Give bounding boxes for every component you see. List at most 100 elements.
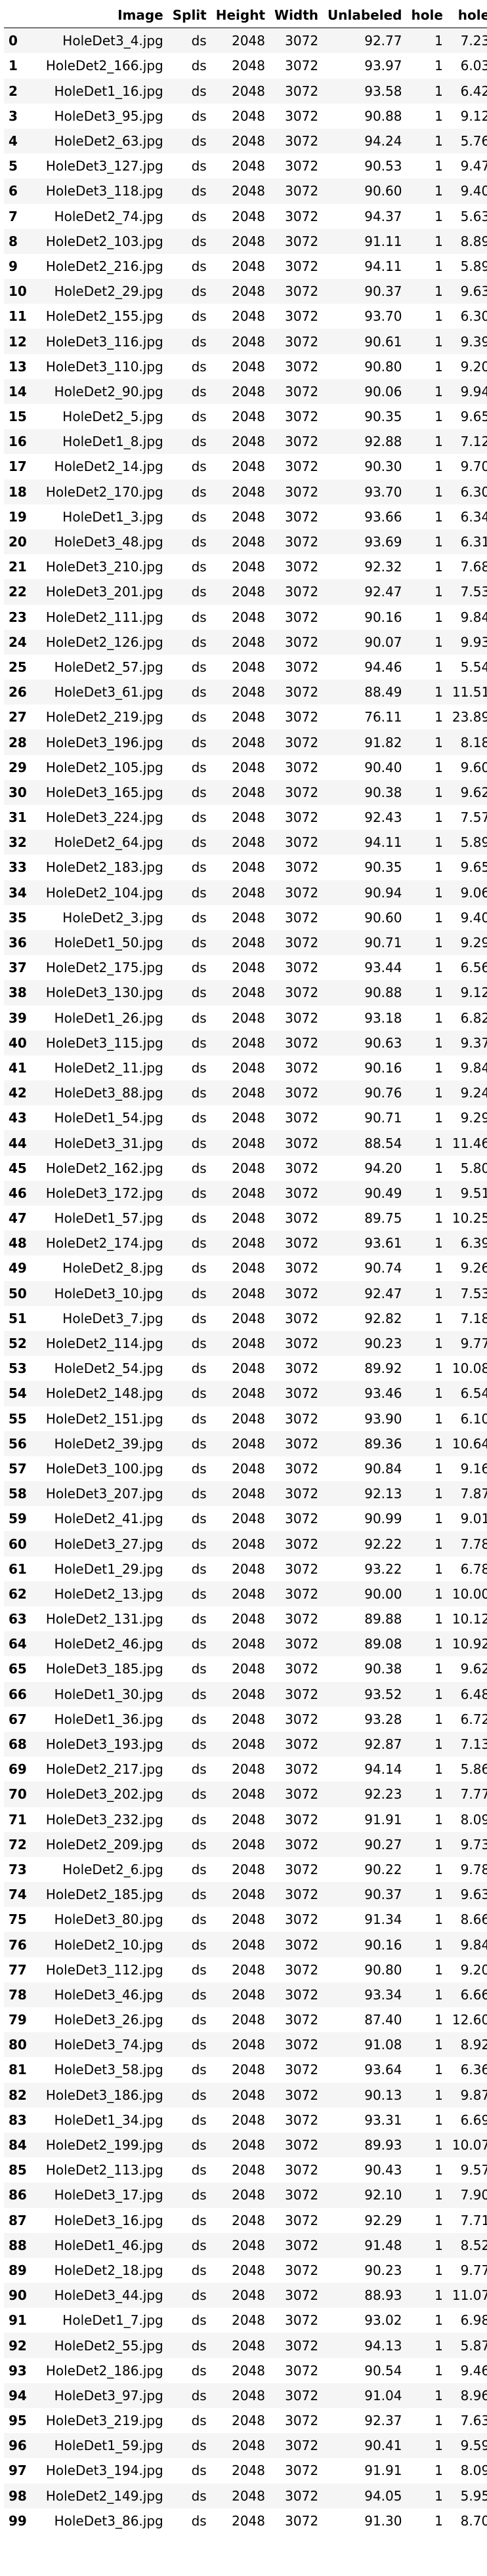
cell-image: HoleDet3_95.jpg <box>54 108 163 124</box>
cell-image: HoleDet2_14.jpg <box>54 459 163 475</box>
cell-image: HoleDet2_64.jpg <box>54 834 163 851</box>
cell-image: HoleDet1_36.jpg <box>54 1711 163 1727</box>
cell-unlabeled: 94.13 <box>364 2337 402 2354</box>
cell-unlabeled: 91.91 <box>364 1811 402 1828</box>
cell-hole-percent: 6.31 <box>460 534 487 550</box>
cell-width: 3072 <box>285 1912 319 1928</box>
cell-width: 3072 <box>285 909 319 926</box>
cell-unlabeled: 89.92 <box>364 1360 402 1377</box>
cell-height: 2048 <box>232 2087 266 2103</box>
table-row: 56 HoleDet2_39.jpg ds 2048 3072 89.36 1 10.64 <box>4 1431 487 1456</box>
cell-hole-percent: 9.47 <box>460 158 487 174</box>
cell-hole-percent: 7.57 <box>460 809 487 826</box>
table-row: 46 HoleDet3_172.jpg ds 2048 3072 90.49 1 9.51 <box>4 1180 487 1206</box>
row-index: 87 <box>9 2212 27 2228</box>
table-row: 18 HoleDet2_170.jpg ds 2048 3072 93.70 1 6.30 <box>4 479 487 504</box>
cell-unlabeled: 91.91 <box>364 2463 402 2479</box>
cell-width: 3072 <box>285 2463 319 2479</box>
cell-hole-percent: 6.98 <box>460 2312 487 2329</box>
cell-width: 3072 <box>285 834 319 851</box>
cell-hole-percent: 10.08 <box>452 1360 487 1377</box>
cell-width: 3072 <box>285 258 319 274</box>
table-row: 97 HoleDet3_194.jpg ds 2048 3072 91.91 1 8.09 <box>4 2458 487 2483</box>
cell-unlabeled: 90.22 <box>364 1861 402 1877</box>
table-row: 2 HoleDet1_16.jpg ds 2048 3072 93.58 1 6.42 <box>4 78 487 104</box>
cell-hole-count: 1 <box>434 659 443 675</box>
cell-split: ds <box>191 1085 207 1101</box>
cell-image: HoleDet3_31.jpg <box>54 1135 163 1151</box>
cell-hole-percent: 6.30 <box>460 483 487 500</box>
row-index: 74 <box>9 1887 27 1903</box>
cell-unlabeled: 92.23 <box>364 1786 402 1803</box>
table-row: 52 HoleDet2_114.jpg ds 2048 3072 90.23 1 9.77 <box>4 1330 487 1357</box>
cell-width: 3072 <box>285 58 319 74</box>
cell-height: 2048 <box>232 2212 266 2228</box>
cell-width: 3072 <box>285 1260 319 1277</box>
cell-hole-count: 1 <box>434 2413 443 2429</box>
cell-hole-count: 1 <box>434 2438 443 2454</box>
header-unlabeled: Unlabeled <box>323 3 407 29</box>
cell-unlabeled: 92.22 <box>364 1536 402 1552</box>
cell-hole-count: 1 <box>434 258 443 274</box>
cell-unlabeled: 92.29 <box>364 2212 402 2228</box>
cell-height: 2048 <box>232 2337 266 2354</box>
cell-split: ds <box>191 634 207 650</box>
table-row: 28 HoleDet3_196.jpg ds 2048 3072 91.82 1 8.18 <box>4 729 487 755</box>
cell-image: HoleDet2_104.jpg <box>45 884 163 901</box>
cell-split: ds <box>191 1460 207 1477</box>
cell-split: ds <box>191 158 207 174</box>
cell-split: ds <box>191 1410 207 1427</box>
cell-height: 2048 <box>232 1561 266 1577</box>
cell-hole-count: 1 <box>434 2362 443 2379</box>
cell-hole-count: 1 <box>434 909 443 926</box>
cell-unlabeled: 90.60 <box>364 183 402 199</box>
cell-hole-count: 1 <box>434 534 443 550</box>
cell-height: 2048 <box>232 1185 266 1201</box>
cell-split: ds <box>191 508 207 525</box>
cell-width: 3072 <box>285 1986 319 2003</box>
row-index: 61 <box>9 1561 27 1577</box>
cell-hole-percent: 6.48 <box>460 1686 487 1702</box>
cell-hole-count: 1 <box>434 33 443 49</box>
cell-image: HoleDet3_26.jpg <box>54 2012 163 2028</box>
cell-width: 3072 <box>285 2087 319 2103</box>
table-row: 27 HoleDet2_219.jpg ds 2048 3072 76.11 1 23.89 <box>4 705 487 729</box>
cell-hole-percent: 5.87 <box>460 2337 487 2354</box>
cell-unlabeled: 93.69 <box>364 534 402 550</box>
row-index: 5 <box>9 158 18 174</box>
cell-width: 3072 <box>285 1110 319 1126</box>
cell-height: 2048 <box>232 1110 266 1126</box>
cell-split: ds <box>191 1761 207 1778</box>
cell-unlabeled: 90.94 <box>364 884 402 901</box>
cell-unlabeled: 91.04 <box>364 2387 402 2403</box>
cell-image: HoleDet2_113.jpg <box>45 2162 163 2178</box>
cell-hole-percent: 9.24 <box>460 1085 487 1101</box>
cell-image: HoleDet2_170.jpg <box>45 483 163 500</box>
cell-split: ds <box>191 283 207 300</box>
cell-hole-percent: 11.51 <box>452 684 487 701</box>
cell-unlabeled: 89.08 <box>364 1636 402 1652</box>
cell-image: HoleDet3_232.jpg <box>45 1811 163 1828</box>
cell-hole-percent: 9.84 <box>460 1936 487 1953</box>
cell-hole-percent: 9.77 <box>460 1336 487 1352</box>
cell-width: 3072 <box>285 1736 319 1753</box>
cell-image: HoleDet3_4.jpg <box>62 33 163 49</box>
cell-hole-count: 1 <box>434 684 443 701</box>
cell-unlabeled: 93.90 <box>364 1410 402 1427</box>
cell-hole-count: 1 <box>434 1936 443 1953</box>
row-index: 19 <box>9 508 27 525</box>
cell-image: HoleDet2_126.jpg <box>45 634 163 650</box>
cell-hole-percent: 9.12 <box>460 108 487 124</box>
row-index: 36 <box>9 935 27 951</box>
cell-width: 3072 <box>285 1410 319 1427</box>
row-index: 0 <box>9 33 18 49</box>
header-index <box>4 3 32 29</box>
row-index: 18 <box>9 483 27 500</box>
cell-unlabeled: 88.93 <box>364 2287 402 2304</box>
table-row: 95 HoleDet3_219.jpg ds 2048 3072 92.37 1 7.63 <box>4 2408 487 2433</box>
cell-height: 2048 <box>232 1861 266 1877</box>
cell-height: 2048 <box>232 1686 266 1702</box>
cell-hole-percent: 6.34 <box>460 508 487 525</box>
cell-image: HoleDet1_59.jpg <box>54 2438 163 2454</box>
cell-unlabeled: 90.30 <box>364 459 402 475</box>
